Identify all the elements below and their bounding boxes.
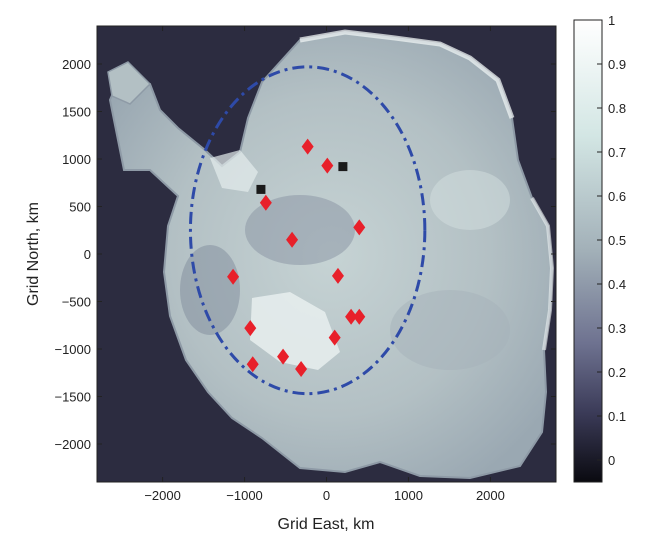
interior-bright-region: [430, 170, 510, 230]
x-tick-label: 1000: [394, 488, 423, 503]
x-tick-label: −2000: [144, 488, 181, 503]
interior-dark-region-2: [180, 245, 240, 335]
y-tick-label: −1000: [54, 342, 91, 357]
square-marker: [338, 162, 348, 172]
diamond-marker: [244, 320, 257, 337]
colorbar-tick-label: 0.3: [608, 321, 626, 336]
interior-dark-region-3: [390, 290, 510, 370]
colorbar-tick-label: 0.9: [608, 57, 626, 72]
coastal-highlight-east: [530, 197, 555, 351]
diamond-marker: [301, 138, 314, 155]
interior-dark-region: [245, 195, 355, 265]
diamond-marker: [345, 308, 358, 325]
colorbar-tick-label: 0: [608, 453, 615, 468]
y-tick-label: −1500: [54, 390, 91, 405]
y-tick-label: 500: [69, 200, 91, 215]
colorbar-tick-label: 0.7: [608, 145, 626, 160]
x-tick-label: −1000: [226, 488, 263, 503]
y-tick-label: −500: [62, 295, 91, 310]
diamond-marker: [227, 268, 240, 285]
x-tick-label: 0: [323, 488, 330, 503]
x-axis-ticks: −2000 −1000 0 1000 2000: [144, 26, 505, 503]
x-axis-label: Grid East, km: [278, 516, 375, 533]
diamond-marker: [353, 308, 366, 325]
y-tick-label: 1000: [62, 152, 91, 167]
diamond-marker: [295, 360, 308, 377]
diamond-marker: [286, 231, 299, 248]
colorbar-tick-label: 0.8: [608, 101, 626, 116]
x-tick-label: 2000: [476, 488, 505, 503]
ice-shelf-bright: [250, 292, 340, 370]
y-tick-label: 0: [84, 247, 91, 262]
colorbar-tick-label: 0.6: [608, 189, 626, 204]
colorbar: [573, 19, 603, 483]
antarctic-peninsula: [107, 61, 152, 105]
diamond-marker: [321, 157, 334, 174]
colorbar-ticks: 0 0.1 0.2 0.3 0.4 0.5 0.6 0.7 0.8 0.9 1: [597, 13, 626, 468]
colorbar-tick-label: 1: [608, 13, 615, 28]
colorbar-tick-label: 0.2: [608, 365, 626, 380]
diamond-markers: [227, 138, 366, 377]
y-axis-label: Grid North, km: [25, 202, 42, 306]
diamond-marker: [328, 329, 341, 346]
diamond-marker: [246, 356, 259, 373]
y-tick-label: 2000: [62, 57, 91, 72]
square-marker: [256, 184, 266, 194]
diamond-marker: [353, 219, 366, 236]
dash-dot-ellipse: [188, 65, 427, 396]
coastal-highlight: [299, 29, 515, 119]
y-tick-label: 1500: [62, 105, 91, 120]
colorbar-tick-label: 0.4: [608, 277, 626, 292]
y-tick-label: −2000: [54, 437, 91, 452]
diamond-marker: [331, 267, 344, 284]
colorbar-tick-label: 0.5: [608, 233, 626, 248]
colorbar-tick-label: 0.1: [608, 409, 626, 424]
square-markers: [256, 162, 348, 194]
diamond-marker: [259, 194, 272, 211]
ice-shelf-bright-2: [210, 150, 258, 192]
diamond-marker: [277, 348, 290, 365]
y-axis-ticks: 2000 1500 1000 500 0 −500 −1000 −1500 −2000: [54, 57, 556, 452]
